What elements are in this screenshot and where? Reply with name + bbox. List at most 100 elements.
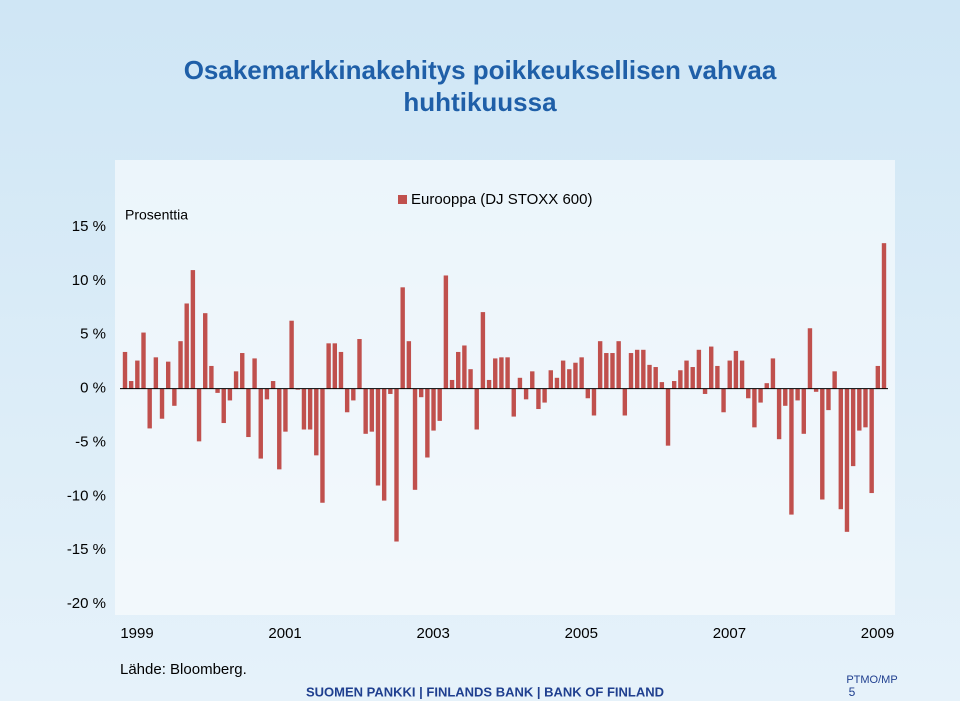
bar <box>456 351 461 389</box>
bar <box>406 341 412 389</box>
y-tick-label: 10 % <box>72 272 106 289</box>
legend-label: Eurooppa (DJ STOXX 600) <box>411 191 592 208</box>
bar <box>252 358 257 389</box>
y-tick-label: 5 % <box>80 326 106 343</box>
x-tick-label: 2001 <box>268 625 301 642</box>
bar <box>875 365 881 389</box>
bar <box>746 388 751 399</box>
bar <box>591 388 597 416</box>
bar <box>190 270 196 389</box>
chart-title-line2: huhtikuussa <box>403 87 557 117</box>
bar <box>431 388 436 431</box>
bar <box>215 388 220 393</box>
bar <box>616 341 621 389</box>
x-tick-label: 2005 <box>565 625 598 642</box>
bar <box>227 388 233 401</box>
bar <box>270 381 276 389</box>
bar <box>678 370 683 389</box>
bar <box>702 388 708 394</box>
bar <box>554 377 560 389</box>
bar <box>776 388 782 440</box>
bar <box>357 339 362 389</box>
bar <box>412 388 418 490</box>
bar <box>178 341 183 389</box>
bar <box>585 388 591 399</box>
bar <box>141 332 146 389</box>
bar <box>277 388 282 470</box>
bar <box>394 388 399 542</box>
bar <box>709 346 714 389</box>
plot-background <box>115 160 895 615</box>
bar <box>505 357 510 389</box>
bar <box>733 350 739 389</box>
bar <box>264 388 270 400</box>
bar <box>449 379 455 389</box>
bar <box>647 364 652 389</box>
bar <box>418 388 424 398</box>
bar <box>468 369 473 389</box>
bar <box>165 361 171 389</box>
bar <box>832 371 837 389</box>
bar <box>289 320 294 389</box>
bar <box>351 388 356 401</box>
bar <box>739 360 745 389</box>
bar <box>363 388 368 434</box>
bar <box>573 362 578 389</box>
bar <box>486 379 492 389</box>
bar <box>659 382 665 389</box>
chart-title: Osakemarkkinakehitys poikkeuksellisen va… <box>184 55 777 85</box>
bar <box>844 388 850 532</box>
bar <box>653 367 658 389</box>
bar <box>857 388 862 431</box>
bar <box>326 343 331 389</box>
source: Lähde: Bloomberg. <box>120 661 247 678</box>
bar <box>610 353 615 389</box>
y-tick-label: -20 % <box>67 595 106 612</box>
bar <box>511 388 516 417</box>
bar <box>221 388 226 424</box>
page-number: 5 <box>849 685 856 699</box>
bar <box>209 365 214 389</box>
bar <box>381 388 387 501</box>
y-tick-label: -10 % <box>67 487 106 504</box>
bar <box>283 388 288 432</box>
bar <box>172 388 177 406</box>
bar <box>493 358 498 389</box>
bar <box>628 353 634 389</box>
bar <box>258 388 263 459</box>
y-tick-label: 15 % <box>72 218 106 235</box>
bar <box>696 349 702 389</box>
x-tick-label: 2009 <box>861 625 894 642</box>
footer-code: PTMO/MP <box>846 674 897 686</box>
bar <box>826 388 831 411</box>
bar <box>641 349 646 389</box>
bar <box>388 388 393 394</box>
x-tick-label: 2003 <box>417 625 450 642</box>
bar <box>727 360 732 389</box>
bar <box>203 313 208 389</box>
bar <box>332 343 338 389</box>
bar <box>196 388 202 442</box>
bar <box>542 388 547 403</box>
bar <box>480 312 486 389</box>
bar <box>567 369 572 389</box>
y-axis-label: Prosenttia <box>125 207 188 223</box>
bar <box>665 388 671 446</box>
bar <box>764 383 769 389</box>
bar <box>400 287 405 389</box>
bar <box>622 388 628 416</box>
bar <box>135 360 140 389</box>
bar <box>295 388 300 390</box>
bar <box>184 303 189 389</box>
bar <box>758 388 763 403</box>
bar <box>240 353 245 389</box>
bar <box>634 349 640 389</box>
bar <box>153 357 159 389</box>
bar <box>807 328 813 389</box>
bar <box>579 357 584 389</box>
footer: SUOMEN PANKKI | FINLANDS BANK | BANK OF … <box>306 684 664 699</box>
bar <box>462 345 467 389</box>
bar <box>881 243 887 389</box>
bar <box>850 388 856 467</box>
bar <box>425 388 430 458</box>
